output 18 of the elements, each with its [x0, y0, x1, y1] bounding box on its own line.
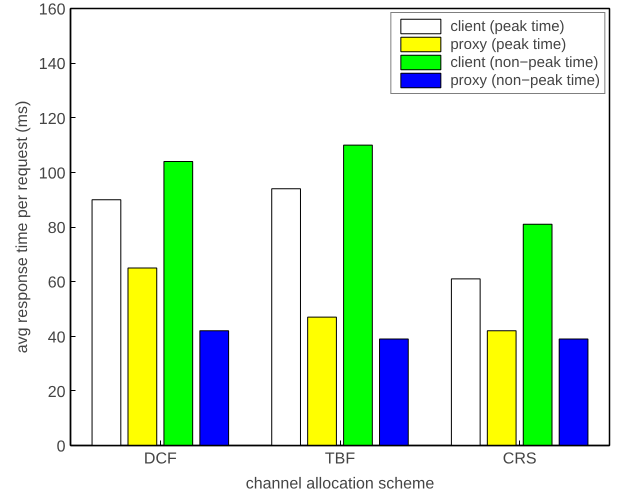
x-tick-label: TBF [324, 450, 356, 468]
legend-label: proxy (non−peak time) [450, 71, 600, 89]
y-tick-label: 60 [48, 274, 66, 292]
legend-label: proxy (peak time) [450, 35, 566, 53]
x-tick-label: DCF [144, 450, 177, 468]
y-axis-title: avg response time per request (ms) [14, 100, 31, 354]
legend-label: client (peak time) [450, 17, 565, 35]
y-tick-label: 160 [38, 2, 66, 18]
x-tick-label: CRS [502, 450, 537, 468]
legend-label: client (non−peak time) [450, 53, 598, 71]
y-tick-label: 0 [56, 438, 66, 456]
y-tick-label: 40 [48, 329, 66, 346]
y-tick-label: 120 [38, 110, 66, 128]
y-tick-label: 20 [48, 384, 66, 401]
y-tick-label: 100 [38, 165, 66, 182]
y-tick-label: 140 [38, 56, 66, 74]
y-tick-label: 80 [48, 220, 66, 237]
x-axis-title: channel allocation scheme [246, 476, 434, 492]
